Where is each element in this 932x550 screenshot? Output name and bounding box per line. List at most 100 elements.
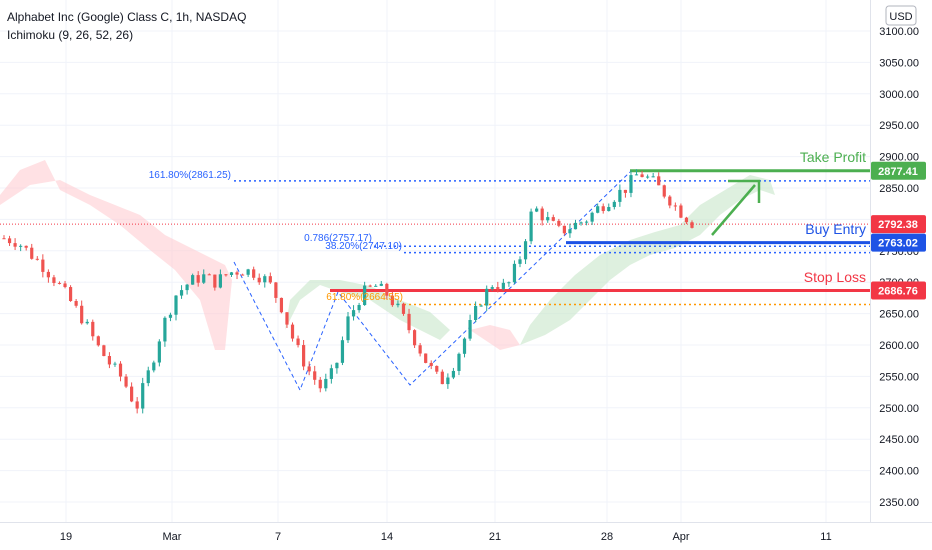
candle-body	[363, 285, 367, 306]
y-tick-label: 2950.00	[879, 120, 919, 132]
candle-body	[435, 365, 439, 372]
candle-body	[91, 321, 95, 337]
price-axis[interactable]: USD 2350.00 2400.00 2450.00 2500.00 2550.00 2…	[870, 0, 927, 522]
candle-body	[107, 356, 112, 365]
candle-body	[607, 207, 611, 212]
bear-cloud	[470, 325, 520, 350]
candle-body	[357, 305, 361, 311]
x-tick-label: Apr	[672, 531, 689, 543]
candle-body	[85, 321, 89, 324]
candle-body	[518, 259, 522, 264]
candle-body	[263, 276, 267, 283]
candle-body	[80, 305, 84, 324]
symbol-title: Alphabet Inc (Google) Class C, 1h, NASDA…	[7, 10, 246, 24]
candle-body	[68, 287, 73, 301]
y-tick-label: 3000.00	[879, 89, 919, 101]
candle-body	[535, 208, 539, 212]
candle-body	[446, 377, 450, 385]
price-tag	[871, 215, 926, 234]
candle-body	[557, 220, 561, 226]
y-tick-label: 2500.00	[879, 403, 919, 415]
candle-body	[540, 208, 544, 221]
candle-body	[146, 370, 150, 384]
candle-body	[141, 383, 145, 409]
candle-body	[662, 185, 666, 197]
candle-body	[573, 222, 578, 230]
candle-body	[274, 282, 278, 298]
candle-body	[596, 206, 600, 213]
candle-body	[163, 317, 167, 342]
time-axis[interactable]: 19 Mar 7 14 21 28 Apr 11	[0, 522, 932, 544]
y-tick-label: 2900.00	[879, 152, 919, 164]
candle-body	[135, 401, 139, 409]
candle-body	[462, 338, 467, 354]
candle-body	[490, 287, 494, 289]
candle-body	[202, 274, 206, 283]
candle-body	[191, 275, 195, 285]
candle-body	[601, 206, 605, 212]
y-tick-label: 2400.00	[879, 466, 919, 478]
candle-body	[390, 295, 394, 306]
candle-body	[152, 362, 156, 371]
candle-body	[512, 263, 517, 283]
y-tick-label: 2650.00	[879, 309, 919, 321]
candle-body	[546, 217, 550, 221]
candle-body	[240, 274, 245, 276]
candle-body	[584, 221, 589, 223]
gridlines	[0, 0, 870, 522]
candle-body	[485, 288, 489, 306]
bull-cloud	[520, 175, 775, 345]
currency-badge-text: USD	[889, 11, 912, 23]
candle-body	[279, 297, 284, 313]
candle-body	[102, 345, 106, 357]
price-tag-text: 2763.02	[878, 238, 918, 250]
candle-body	[374, 285, 378, 287]
candle-body	[257, 277, 261, 283]
candle-body	[207, 274, 211, 276]
y-tick-label: 2350.00	[879, 497, 919, 509]
candle-body	[507, 282, 511, 284]
candle-body	[385, 283, 389, 296]
target-arrow-icon	[711, 184, 756, 236]
x-tick-label: 21	[489, 531, 501, 543]
candle-body	[496, 287, 500, 289]
candle-body	[57, 282, 62, 284]
candle-body	[235, 272, 239, 275]
candle-body	[640, 174, 644, 178]
candle-body	[324, 378, 328, 389]
candlesticks	[2, 169, 694, 414]
candle-body	[629, 175, 633, 193]
x-tick-label: 14	[381, 531, 393, 543]
candle-body	[424, 353, 428, 363]
y-tick-label: 2550.00	[879, 371, 919, 383]
candle-body	[296, 338, 300, 346]
drawing-overlays	[0, 169, 870, 392]
candle-body	[307, 366, 311, 372]
candle-body	[7, 238, 12, 244]
candle-body	[668, 196, 672, 206]
x-tick-label: 11	[820, 531, 831, 543]
y-tick-label: 2850.00	[879, 183, 919, 195]
candle-body	[529, 211, 533, 242]
y-tick-label: 2750.00	[879, 246, 919, 258]
candle-body	[440, 371, 444, 385]
x-tick-label: 28	[601, 531, 613, 543]
indicator-label: Ichimoku (9, 26, 52, 26)	[7, 28, 133, 42]
candle-body	[268, 276, 272, 283]
candle-body	[579, 222, 583, 224]
candle-body	[679, 205, 683, 218]
y-tick-label: 2600.00	[879, 340, 919, 352]
candle-body	[590, 212, 594, 222]
candle-body	[179, 290, 184, 296]
candle-body	[46, 271, 50, 278]
currency-badge[interactable]	[885, 5, 917, 26]
candle-body	[30, 247, 34, 259]
x-tick-label: 19	[60, 531, 72, 543]
candle-body	[368, 285, 372, 287]
candle-body	[657, 176, 661, 186]
candle-body	[96, 336, 100, 346]
candle-body	[302, 345, 306, 367]
candle-body	[634, 174, 639, 176]
candle-body	[185, 284, 189, 291]
